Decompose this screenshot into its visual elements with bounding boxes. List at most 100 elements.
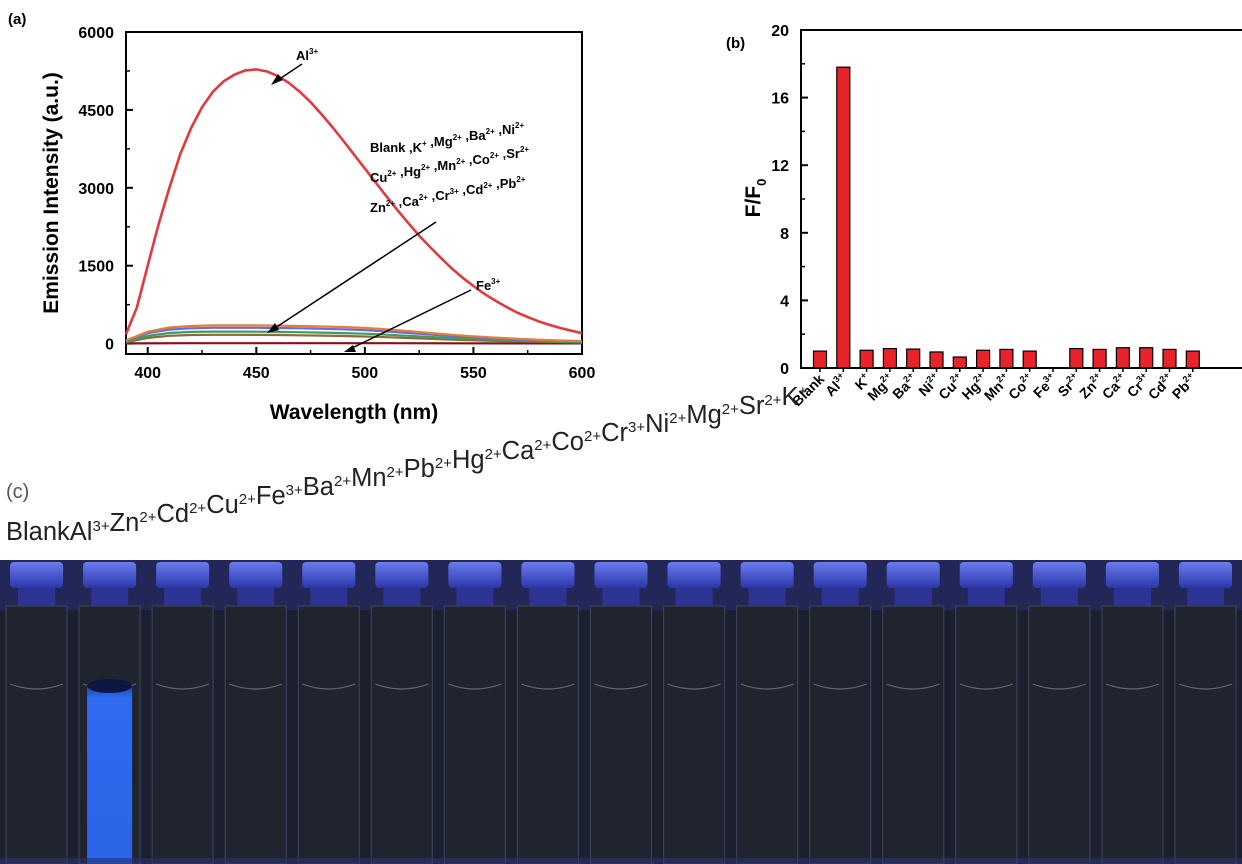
x-tick-label: 450 — [243, 365, 270, 382]
x-tick-label: 500 — [352, 365, 379, 382]
plot-b-category-labels: BlankAl3+ K+Mg2+Ba2+Ni2+Cu2+Hg2+Mn2+Co2+F… — [789, 368, 1200, 409]
y-tick-label: 4 — [780, 293, 789, 310]
vial-cap — [1178, 562, 1232, 588]
vial-cap — [886, 562, 940, 588]
vial-neck — [529, 588, 567, 606]
category-label-group: Ca2+ — [1098, 370, 1130, 402]
x-tick-label: 600 — [569, 365, 596, 382]
vial-meniscus — [1032, 683, 1087, 690]
vial — [882, 562, 945, 864]
category-label: Al3+ — [821, 370, 850, 399]
plot-a-ylabel: Emission Intensity (a.u.) — [40, 72, 63, 314]
vial — [5, 562, 68, 864]
vial-meniscus — [375, 683, 429, 690]
vial-cap — [229, 562, 283, 588]
bar — [952, 356, 967, 369]
category-label-group: Fe3+ — [1030, 370, 1055, 401]
vial-meniscus — [448, 683, 502, 690]
category-label: Pb2+ — [1168, 370, 1200, 402]
vial-cap — [959, 562, 1013, 588]
vial — [1101, 562, 1164, 864]
vial-meniscus — [9, 683, 64, 690]
vial-cap — [1032, 562, 1086, 588]
bar — [906, 348, 921, 369]
vial-body — [735, 605, 799, 864]
y-tick-label: 1500 — [78, 259, 114, 276]
vial-neck — [456, 588, 494, 606]
y-tick-label: 0 — [780, 361, 789, 378]
vial-neck — [748, 588, 786, 606]
y-tick-label: 12 — [771, 158, 789, 175]
series-line — [125, 330, 583, 344]
vial-neck — [1113, 588, 1151, 606]
plot-b-ylabel: F/F0 — [742, 179, 769, 218]
y-tick-label: 8 — [780, 226, 789, 243]
vial-cap — [594, 562, 648, 588]
vial — [297, 562, 360, 864]
annotation-arrow — [347, 289, 472, 351]
annotation-al: Al3+ — [296, 47, 318, 63]
vial-neck — [675, 588, 713, 606]
panel-c-photo: (c) BlankAl3+Zn2+Cd2+Cu2+Fe3+Ba2+Mn2+Pb2… — [0, 383, 1242, 864]
y-tick-label: 0 — [105, 337, 114, 354]
vial — [662, 562, 726, 864]
bar — [929, 351, 944, 369]
plot-a-series — [124, 68, 583, 345]
vial-meniscus — [1178, 683, 1233, 690]
vial-body — [589, 605, 653, 864]
vial-body — [1028, 605, 1091, 864]
category-label: Ba2+ — [888, 370, 920, 402]
vial-cap — [813, 562, 867, 588]
vial-solution-surface — [87, 679, 133, 693]
vial-body — [1101, 605, 1164, 864]
vial-cap — [667, 562, 721, 588]
vial-neck — [310, 588, 348, 606]
vial — [516, 562, 580, 864]
vial-body — [662, 605, 726, 864]
plot-b-bars — [812, 66, 1200, 369]
vial-cap — [521, 562, 575, 588]
category-label-group: Ba2+ — [888, 370, 920, 402]
bar — [836, 66, 851, 369]
y-tick-label: 16 — [771, 91, 789, 108]
vial-neck — [237, 588, 275, 606]
category-label-group: Sr2+ — [1054, 370, 1078, 400]
vial — [78, 562, 141, 864]
bar — [1069, 347, 1084, 369]
annotation-ion-group: Cu2+ ,Hg2+ ,Mn2+ ,Co2+ ,Sr2+ — [370, 145, 529, 185]
vial-neck — [91, 588, 129, 606]
vial-neck — [1040, 588, 1078, 606]
vial-body — [955, 605, 1018, 864]
photo-bottom-band — [0, 858, 1242, 864]
arrow-head — [344, 345, 356, 352]
bar — [1162, 348, 1177, 369]
vial-neck — [821, 588, 859, 606]
annotation-arrow — [271, 221, 437, 331]
vial — [224, 562, 287, 864]
bar — [882, 347, 898, 369]
annotation-fe: Fe3+ — [476, 277, 501, 293]
vial-body — [1174, 605, 1237, 864]
y-tick-label: 3000 — [78, 181, 114, 198]
vial-body — [443, 605, 507, 864]
plot-b-frame — [800, 29, 1242, 369]
photo-label-row: BlankAl3+Zn2+Cd2+Cu2+Fe3+Ba2+Mn2+Pb2+Hg2… — [6, 383, 808, 546]
bar — [812, 350, 828, 369]
vial — [809, 562, 872, 864]
arrow-head — [271, 74, 283, 85]
y-tick-label: 20 — [771, 23, 789, 40]
vial-neck — [894, 588, 932, 606]
category-label: Ca2+ — [1098, 370, 1130, 402]
vial-neck — [967, 588, 1005, 606]
vial-cap — [302, 562, 356, 588]
vial-cap — [448, 562, 502, 588]
vial-neck — [602, 588, 640, 606]
vial-body — [370, 605, 433, 864]
y-tick-label: 6000 — [78, 25, 114, 42]
bar — [1139, 347, 1154, 369]
vial-cap — [1105, 562, 1159, 588]
vial-neck — [164, 588, 202, 606]
vial-meniscus — [1105, 683, 1160, 690]
